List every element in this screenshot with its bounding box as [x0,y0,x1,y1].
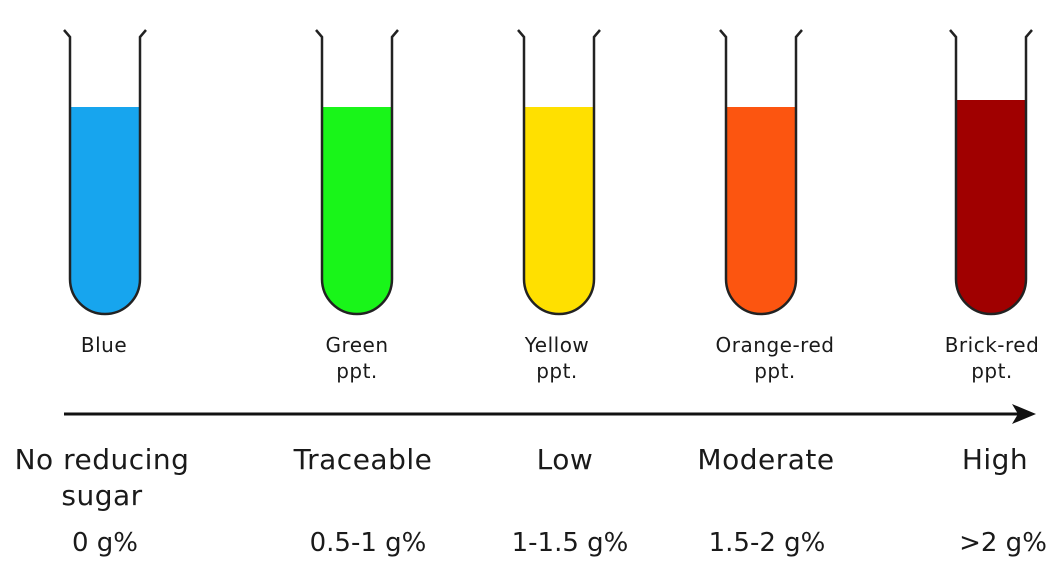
tube-label-green: Green ppt. [325,333,389,383]
level-label-high: High [961,443,1029,476]
tube-liquid-3 [726,107,796,314]
tube-label-yellow: Yellow ppt. [524,333,590,383]
test-tube-outline-3 [719,29,803,316]
value-label-4: >2 g% [959,528,1047,558]
test-tube-outline-4 [949,29,1033,316]
tube-liquid-0 [70,107,140,314]
test-tube-outline-0 [63,29,147,316]
value-label-2: 1-1.5 g% [511,528,629,558]
level-label-moderate: Moderate [697,443,835,476]
level-label-traceable: Traceable [293,443,433,476]
test-tube-outline-1 [315,29,399,316]
tube-label-orange-red: Orange-red ppt. [715,333,835,383]
tube-liquid-2 [524,107,594,314]
value-label-0: 0 g% [71,528,139,558]
value-label-3: 1.5-2 g% [708,528,826,558]
arrow-head-icon [1012,404,1036,424]
tube-liquid-1 [322,107,392,314]
test-tube-outline-2 [517,29,601,316]
level-label-low: Low [536,443,594,476]
tube-label-brick-red: Brick-red ppt. [944,333,1040,383]
value-label-1: 0.5-1 g% [309,528,427,558]
tube-liquid-4 [956,100,1026,314]
tube-label-blue: Blue [80,333,128,357]
level-label-none: No reducing sugar [14,443,190,512]
